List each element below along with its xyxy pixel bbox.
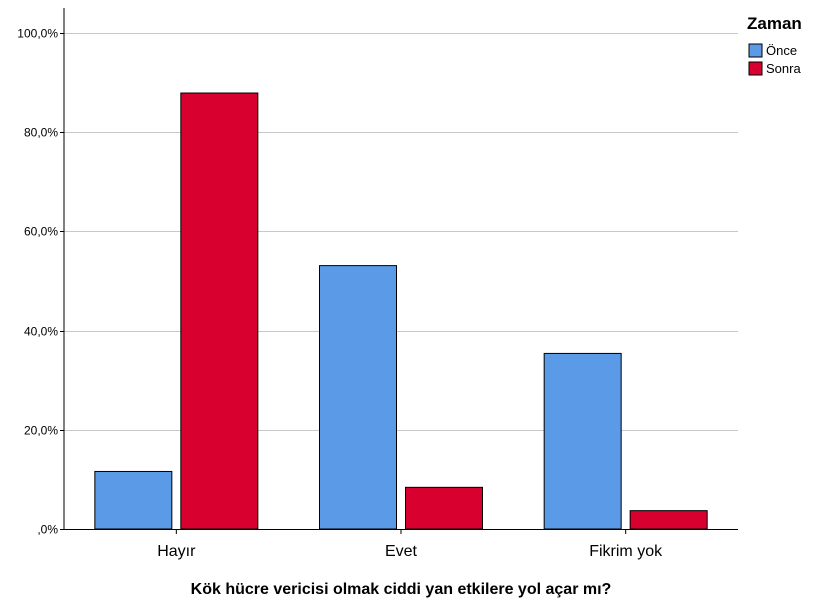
y-tick-labels: ,0% 20,0% 40,0% 60,0% 80,0% 100,0% [17, 27, 64, 537]
bar-evet-0 [319, 265, 397, 530]
bar-fikrim-yok-1 [629, 510, 708, 530]
legend-label: Sonra [766, 61, 801, 76]
x-axis-label: Kök hücre vericisi olmak ciddi yan etkil… [191, 581, 612, 598]
bars [94, 92, 708, 530]
bar-hayır-0 [94, 470, 173, 530]
bar-fikrim-yok-0 [543, 352, 622, 530]
y-tick-label: 40,0% [24, 325, 58, 339]
y-tick-label: 20,0% [24, 424, 58, 438]
y-tick-label: 60,0% [24, 225, 58, 239]
legend-label: Önce [766, 43, 797, 58]
legend-swatch [748, 43, 763, 58]
x-category-label: Evet [385, 543, 418, 560]
axes [63, 8, 738, 530]
x-category-label: Fikrim yok [589, 543, 663, 560]
legend-swatch [748, 61, 763, 76]
y-tick-label: 80,0% [24, 126, 58, 140]
y-tick-label: 100,0% [17, 27, 58, 41]
gridlines [64, 33, 738, 431]
x-category-label: Hayır [157, 543, 196, 560]
y-tick-label: ,0% [37, 523, 58, 537]
x-category-labels: Hayır Evet Fikrim yok [157, 529, 663, 560]
legend: Zaman Önce Sonra [747, 14, 802, 76]
legend-title: Zaman [747, 14, 802, 33]
bar-hayır-1 [180, 92, 259, 530]
bar-evet-1 [405, 486, 483, 530]
